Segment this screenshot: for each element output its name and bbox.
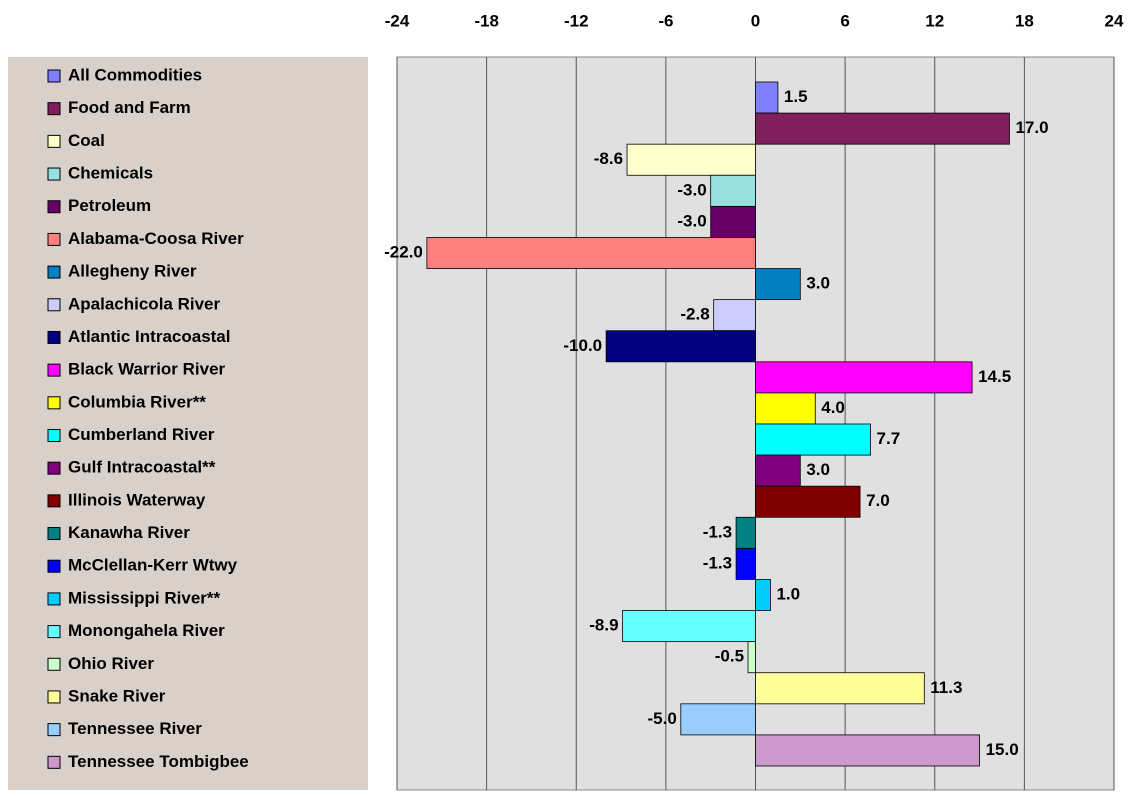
data-label: 15.0 bbox=[986, 740, 1019, 759]
bar bbox=[680, 703, 756, 736]
x-tick-label: -6 bbox=[658, 11, 673, 30]
bar bbox=[755, 672, 925, 705]
x-tick-label: -12 bbox=[564, 11, 589, 30]
x-tick-label: 12 bbox=[925, 11, 944, 30]
data-label: 7.0 bbox=[866, 491, 890, 510]
legend-swatch bbox=[47, 200, 61, 214]
data-label: 1.5 bbox=[784, 87, 808, 106]
legend-label: All Commodities bbox=[68, 65, 202, 84]
legend-label: Illinois Waterway bbox=[68, 490, 206, 509]
legend-swatch bbox=[47, 625, 61, 639]
legend-label: Mississippi River** bbox=[68, 588, 221, 607]
legend-swatch bbox=[47, 69, 61, 83]
legend-label: Tennessee River bbox=[68, 719, 202, 738]
data-label: 7.7 bbox=[877, 429, 901, 448]
x-tick-label: 0 bbox=[751, 11, 760, 30]
bar bbox=[735, 516, 756, 549]
bar bbox=[713, 299, 756, 332]
bar bbox=[755, 392, 816, 425]
legend-label: Snake River bbox=[68, 686, 166, 705]
legend-label: Alabama-Coosa River bbox=[68, 229, 244, 248]
legend-label: Black Warrior River bbox=[68, 360, 226, 379]
data-label: -8.9 bbox=[589, 616, 618, 635]
bar bbox=[755, 81, 779, 114]
x-tick-label: 24 bbox=[1105, 11, 1124, 30]
bar bbox=[755, 423, 871, 456]
data-label: -10.0 bbox=[563, 336, 602, 355]
bar bbox=[755, 361, 973, 394]
bar bbox=[755, 454, 801, 487]
legend-label: Kanawha River bbox=[68, 523, 190, 542]
legend-label: Cumberland River bbox=[68, 425, 215, 444]
legend-box bbox=[8, 57, 368, 790]
legend-swatch bbox=[47, 690, 61, 704]
data-label: -3.0 bbox=[677, 211, 706, 230]
legend-label: Gulf Intracoastal** bbox=[68, 458, 216, 477]
legend-swatch bbox=[47, 429, 61, 442]
data-label: -1.3 bbox=[703, 553, 732, 572]
data-label: -3.0 bbox=[677, 180, 706, 199]
legend-swatch bbox=[47, 134, 61, 148]
x-tick-label: -24 bbox=[385, 11, 410, 30]
bar bbox=[622, 610, 756, 643]
bar bbox=[755, 579, 771, 611]
x-tick-label: -18 bbox=[474, 11, 499, 30]
data-label: -2.8 bbox=[680, 305, 709, 324]
legend-swatch bbox=[47, 298, 61, 312]
bar bbox=[426, 237, 756, 269]
bar bbox=[710, 205, 756, 238]
legend-swatch bbox=[47, 232, 61, 246]
bar bbox=[755, 268, 801, 301]
legend-swatch bbox=[47, 396, 61, 410]
data-label: -5.0 bbox=[648, 709, 677, 728]
legend-label: Ohio River bbox=[68, 654, 154, 673]
data-label: 17.0 bbox=[1015, 118, 1048, 137]
legend-swatch bbox=[47, 494, 61, 508]
data-label: -22.0 bbox=[384, 242, 423, 261]
x-tick-label: 18 bbox=[1015, 11, 1034, 30]
legend-label: Chemicals bbox=[68, 164, 153, 183]
legend-swatch bbox=[47, 265, 61, 279]
legend-swatch bbox=[47, 559, 61, 573]
data-label: 1.0 bbox=[776, 584, 800, 603]
legend-label: McClellan-Kerr Wtwy bbox=[68, 556, 238, 575]
data-label: -0.5 bbox=[715, 647, 744, 666]
legend-label: Coal bbox=[68, 131, 105, 150]
data-label: -1.3 bbox=[703, 522, 732, 541]
legend-swatch bbox=[47, 461, 61, 475]
data-label: 3.0 bbox=[806, 274, 830, 293]
legend-label: Tennessee Tombigbee bbox=[68, 752, 249, 771]
bar bbox=[747, 641, 756, 674]
legend-swatch bbox=[47, 330, 61, 344]
legend-swatch bbox=[47, 102, 61, 116]
data-label: 4.0 bbox=[821, 398, 845, 417]
legend-swatch bbox=[47, 363, 61, 377]
legend-swatch bbox=[47, 657, 61, 671]
bar bbox=[755, 734, 980, 767]
legend-swatch bbox=[47, 723, 61, 737]
legend-label: Food and Farm bbox=[68, 98, 191, 117]
data-label: 11.3 bbox=[930, 678, 962, 697]
legend-label: Allegheny River bbox=[68, 262, 197, 281]
bar bbox=[710, 174, 756, 207]
legend-label: Monongahela River bbox=[68, 621, 225, 640]
x-tick-label: 6 bbox=[840, 11, 849, 30]
legend-swatch bbox=[47, 167, 61, 181]
legend-swatch bbox=[47, 527, 61, 541]
bar bbox=[735, 547, 756, 580]
data-label: -8.6 bbox=[594, 149, 623, 168]
legend-swatch bbox=[47, 592, 61, 606]
bar bbox=[626, 143, 756, 176]
legend-swatch bbox=[47, 755, 61, 769]
legend-label: Atlantic Intracoastal bbox=[68, 327, 231, 346]
legend-label: Columbia River** bbox=[68, 392, 206, 411]
legend-label: Petroleum bbox=[68, 196, 151, 215]
legend-label: Apalachicola River bbox=[68, 294, 221, 313]
bar bbox=[605, 330, 756, 363]
data-label: 14.5 bbox=[978, 367, 1011, 386]
data-label: 3.0 bbox=[806, 460, 830, 479]
bar bbox=[755, 485, 861, 518]
bar bbox=[755, 112, 1010, 145]
